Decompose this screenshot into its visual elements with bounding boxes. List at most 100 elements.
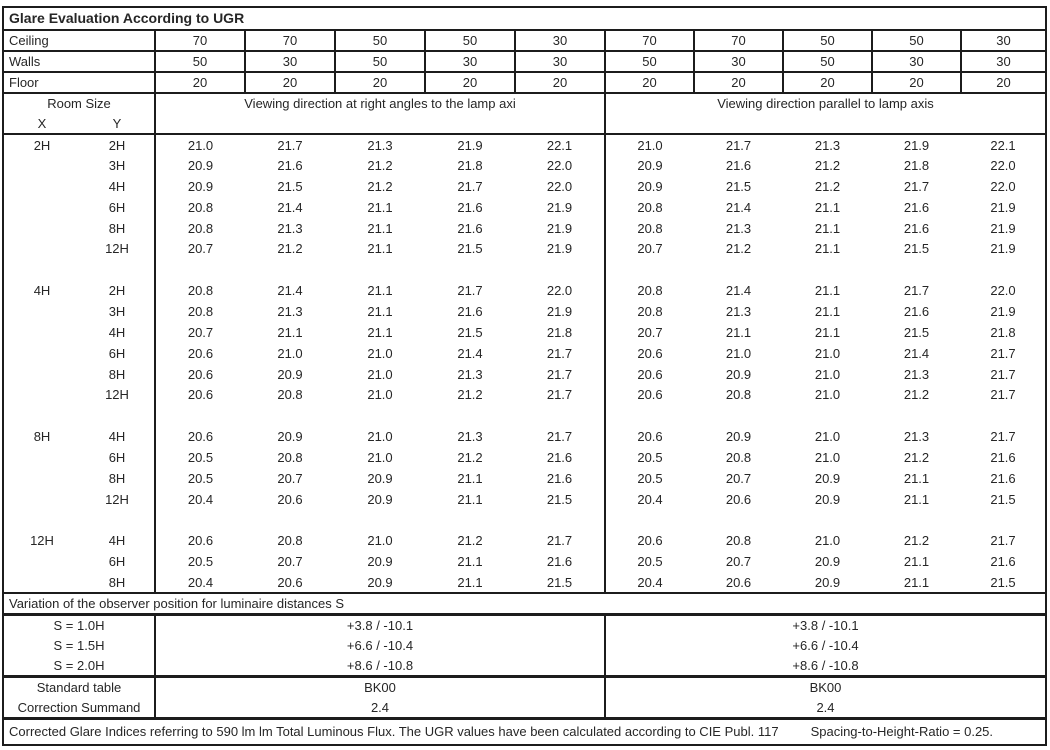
column-header-section: Room Size Viewing direction at right ang… (3, 92, 1046, 136)
footer-note: Corrected Glare Indices referring to 590… (3, 716, 1046, 745)
surface-value-cell: 20 (604, 71, 694, 94)
ugr-value-cell: 21.0 (814, 387, 841, 403)
ugr-value-cell (425, 510, 515, 531)
ugr-value-cell: 21.8 (457, 158, 483, 174)
ugr-value-cell (783, 259, 872, 280)
ugr-value-cell (515, 259, 606, 281)
ugr-value-cell: 21.8 (903, 158, 930, 174)
room-y-cell (80, 259, 156, 281)
room-x-cell (3, 551, 80, 572)
ugr-value-cell: 21.1 (457, 554, 483, 570)
ugr-value-cell: 21.9 (515, 217, 606, 239)
ugr-value-cell: 21.7 (990, 429, 1016, 445)
ugr-value-cell: 20.9 (367, 470, 393, 486)
ugr-value-cell: 20.6 (187, 366, 214, 382)
variation-values-section: S = 1.0H +3.8 / -10.1 +3.8 / -10.1 S = 1.5H… (3, 614, 1046, 677)
room-x-cell (3, 468, 80, 489)
variation-left-value: +3.8 / -10.1 (155, 614, 606, 635)
ugr-value-cell: 21.1 (367, 199, 393, 215)
surface-value-cell: 30 (960, 50, 1046, 73)
ugr-value-cell: 21.9 (457, 137, 483, 153)
ugr-value-cell: 20.7 (725, 554, 752, 570)
ugr-value-cell: 21.3 (725, 220, 752, 236)
ugr-value-cell: 21.4 (277, 199, 303, 215)
ugr-value-cell: 20.9 (367, 491, 393, 507)
ugr-value-cell: 21.7 (990, 345, 1016, 361)
ugr-value-cell: 21.7 (990, 366, 1016, 382)
ugr-value-cell: 21.9 (990, 241, 1016, 257)
room-y-cell: 6H (80, 447, 156, 468)
variation-right-value: +6.6 / -10.4 (792, 637, 859, 653)
page-title: Glare Evaluation According to UGR (3, 7, 1046, 31)
variation-s-label: S = 2.0H (3, 655, 156, 677)
summary-label: Correction Summand (3, 697, 156, 719)
room-x-cell: 12H (30, 533, 54, 549)
ugr-value-cell: 20.8 (187, 304, 214, 320)
ugr-value-cell: 21.6 (515, 447, 606, 468)
ugr-value-cell (335, 405, 425, 426)
room-x-cell: 4H (33, 283, 51, 299)
ugr-value-cell: 20.9 (637, 158, 663, 174)
ugr-value-cell: 20.5 (187, 470, 214, 486)
surface-value-cell: 50 (604, 50, 694, 73)
ugr-value-cell: 20.4 (187, 574, 214, 590)
ugr-value-cell: 21.8 (515, 321, 606, 343)
ugr-value-cell: 20.8 (277, 450, 303, 466)
ugr-value-cell: 21.4 (457, 345, 483, 361)
ugr-value-cell: 21.1 (367, 283, 393, 299)
ugr-value-cell: 20.9 (277, 429, 303, 445)
room-y-cell: 12H (80, 488, 156, 510)
right-section-header: Viewing direction parallel to lamp axis (604, 92, 1046, 136)
variation-left-value: +6.6 / -10.4 (155, 634, 606, 656)
ugr-row: 12H 4H 20.6 20.8 21.0 21.2 21.7 20.6 20.8 21.0 21.… (3, 530, 1046, 552)
room-y-cell: 8H (80, 217, 156, 239)
surface-value-cell: 30 (424, 50, 515, 73)
ugr-value-cell: 21.7 (515, 342, 606, 364)
ugr-value-cell (961, 259, 1046, 280)
ugr-value-cell: 20.9 (187, 158, 214, 174)
ugr-value-cell: 21.1 (814, 304, 841, 320)
room-y-cell: 12H (80, 238, 156, 260)
ugr-value-cell: 21.6 (903, 304, 930, 320)
ugr-value-cell: 21.2 (903, 450, 930, 466)
ugr-value-cell (694, 405, 783, 426)
ugr-value-cell: 21.0 (814, 533, 841, 549)
ugr-value-cell: 20.6 (187, 387, 214, 403)
ugr-value-cell: 20.9 (725, 366, 752, 382)
room-size-header: Room Size (3, 92, 156, 114)
ugr-value-cell (694, 510, 783, 531)
summary-right-value: 2.4 (816, 699, 835, 715)
surface-label: Floor (3, 71, 156, 94)
variation-row: S = 2.0H +8.6 / -10.8 +8.6 / -10.8 (3, 655, 1046, 677)
ugr-value-cell: 20.9 (367, 574, 393, 590)
ugr-value-cell: 21.9 (990, 304, 1016, 320)
variation-right-value: +3.8 / -10.1 (792, 617, 859, 633)
ugr-value-cell: 21.7 (725, 137, 752, 153)
ugr-value-cell: 21.5 (903, 241, 930, 257)
room-x-cell: 8H (33, 429, 51, 445)
ugr-value-cell: 21.3 (903, 429, 930, 445)
footer-ratio-text: Spacing-to-Height-Ratio = 0.25. (810, 723, 994, 739)
ugr-value-cell: 21.4 (903, 345, 930, 361)
ugr-value-cell: 21.6 (903, 220, 930, 236)
ugr-value-cell: 21.7 (990, 387, 1016, 403)
room-x-cell (3, 385, 80, 406)
ugr-value-cell: 21.2 (457, 387, 483, 403)
ugr-value-cell: 21.5 (277, 178, 303, 194)
ugr-value-cell: 21.2 (814, 158, 841, 174)
surface-value-cell: 20 (693, 71, 783, 94)
room-x-cell (3, 572, 80, 593)
ugr-row: 4H 2H 20.8 21.4 21.1 21.7 22.0 20.8 21.4 21.1 21.7… (3, 280, 1046, 302)
ugr-value-cell: 21.6 (515, 467, 606, 489)
ugr-value-cell: 20.9 (367, 554, 393, 570)
ugr-value-cell: 21.0 (814, 450, 841, 466)
ugr-row: 8H 20.6 20.9 21.0 21.3 21.7 20.6 20.9 21.0 21.3 21… (3, 363, 1046, 385)
ugr-value-cell: 21.5 (515, 572, 606, 594)
ugr-value-cell: 21.6 (990, 470, 1016, 486)
ugr-value-cell (872, 510, 961, 531)
ugr-value-cell: 21.1 (814, 199, 841, 215)
room-x-cell (3, 197, 80, 218)
ugr-value-cell: 21.9 (515, 238, 606, 260)
ugr-value-cell: 21.2 (457, 450, 483, 466)
spacer-row (3, 405, 1046, 427)
